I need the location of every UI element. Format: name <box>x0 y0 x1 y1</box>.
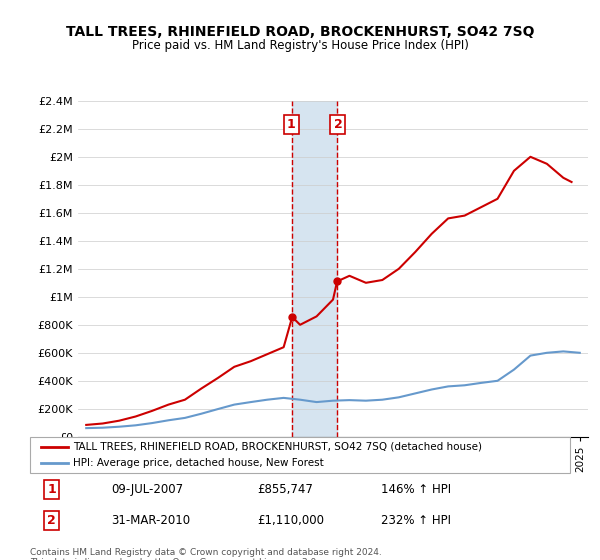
Bar <box>292 101 337 437</box>
FancyBboxPatch shape <box>30 437 570 473</box>
Text: TALL TREES, RHINEFIELD ROAD, BROCKENHURST, SO42 7SQ (detached house): TALL TREES, RHINEFIELD ROAD, BROCKENHURS… <box>73 442 482 452</box>
Text: Price paid vs. HM Land Registry's House Price Index (HPI): Price paid vs. HM Land Registry's House … <box>131 39 469 52</box>
Text: 2: 2 <box>47 514 56 527</box>
Text: HPI: Average price, detached house, New Forest: HPI: Average price, detached house, New … <box>73 458 324 468</box>
Text: Contains HM Land Registry data © Crown copyright and database right 2024.
This d: Contains HM Land Registry data © Crown c… <box>30 548 382 560</box>
Text: 31-MAR-2010: 31-MAR-2010 <box>111 514 190 527</box>
Text: 09-JUL-2007: 09-JUL-2007 <box>111 483 183 496</box>
Text: 232% ↑ HPI: 232% ↑ HPI <box>381 514 451 527</box>
Text: £1,110,000: £1,110,000 <box>257 514 324 527</box>
Text: 2: 2 <box>334 118 343 131</box>
Text: 1: 1 <box>47 483 56 496</box>
Text: TALL TREES, RHINEFIELD ROAD, BROCKENHURST, SO42 7SQ: TALL TREES, RHINEFIELD ROAD, BROCKENHURS… <box>66 25 534 39</box>
Text: 146% ↑ HPI: 146% ↑ HPI <box>381 483 451 496</box>
Text: £855,747: £855,747 <box>257 483 313 496</box>
Text: 1: 1 <box>287 118 296 131</box>
